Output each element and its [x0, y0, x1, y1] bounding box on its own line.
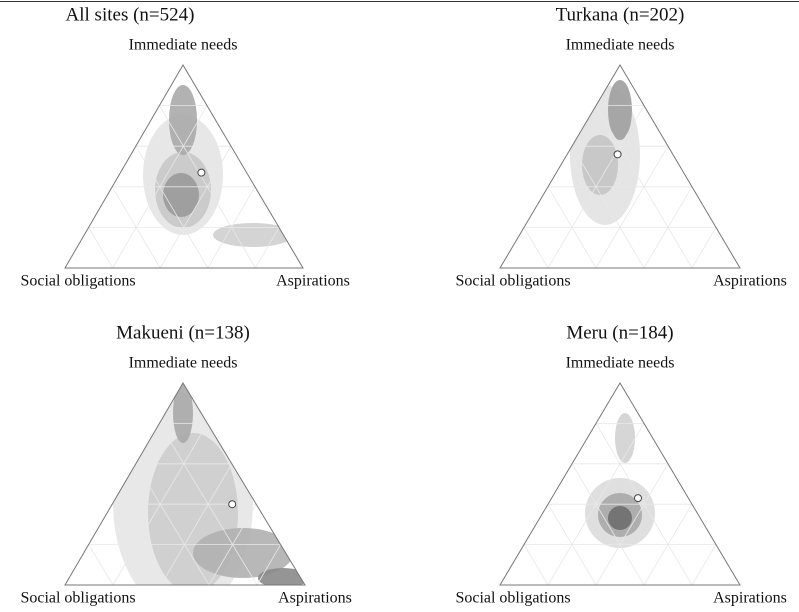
- panel-title: Turkana (n=202): [556, 4, 685, 25]
- grid-line: [643, 186, 693, 268]
- grid-line: [255, 227, 280, 268]
- grid-line: [547, 503, 597, 585]
- grid-line: [207, 186, 256, 268]
- grid-line: [523, 227, 549, 268]
- density: [615, 413, 635, 463]
- vertex-label: Immediate needs: [566, 37, 675, 54]
- grid-line: [208, 503, 257, 585]
- grid-line: [523, 544, 549, 585]
- grid-line: [111, 186, 161, 268]
- density: [582, 135, 618, 195]
- mean-point: [634, 494, 642, 503]
- grid-line: [691, 544, 717, 585]
- plot-area: [523, 413, 717, 585]
- density: [169, 85, 197, 155]
- density: [258, 568, 305, 585]
- grid-line: [256, 544, 281, 585]
- grid-line: [643, 503, 693, 585]
- grid-line: [159, 145, 232, 268]
- triangle: [64, 64, 304, 269]
- grid-line: [595, 145, 669, 268]
- vertex-label: Immediate needs: [129, 37, 238, 54]
- triangle: [499, 64, 741, 269]
- vertex-label: Immediate needs: [566, 355, 675, 372]
- vertex-label: Immediate needs: [129, 355, 238, 372]
- mean-point: [228, 500, 237, 509]
- grid-line: [595, 463, 669, 585]
- ternary-panel: All sites (n=524) Immediate needs Social o…: [20, 4, 349, 289]
- grid-line: [571, 145, 645, 268]
- vertex-label: Social obligations: [20, 590, 135, 607]
- grid-line: [691, 227, 717, 268]
- panel-title: Makueni (n=138): [116, 322, 250, 343]
- grid-line: [547, 186, 597, 268]
- grid-line: [135, 463, 210, 585]
- vertex-label: Social obligations: [455, 273, 570, 290]
- grid-line: [571, 463, 645, 585]
- density: [163, 173, 199, 217]
- ternary-panel: Turkana (n=202) Immediate needs Social obl…: [455, 4, 786, 289]
- grid-line: [135, 145, 209, 268]
- grid-line: [88, 227, 113, 268]
- plot-area: [88, 85, 293, 268]
- grid-line: [88, 544, 114, 585]
- mean-point: [197, 168, 206, 177]
- vertex-label: Social obligations: [455, 590, 570, 607]
- grid-line: [160, 463, 233, 585]
- plot-area: [88, 383, 305, 585]
- vertex-label: Aspirations: [276, 273, 350, 290]
- panel-title: All sites (n=524): [66, 4, 195, 25]
- vertex-label: Aspirations: [278, 590, 352, 607]
- panel-title: Meru (n=184): [566, 322, 673, 343]
- density: [608, 506, 632, 530]
- density: [213, 223, 293, 247]
- plot-area: [523, 80, 717, 268]
- density: [608, 80, 632, 140]
- grid-line: [111, 503, 162, 585]
- vertex-label: Aspirations: [713, 273, 787, 290]
- ternary-panel: Makueni (n=138) Immediate needs Social obl…: [20, 322, 352, 607]
- triangle: [64, 382, 306, 586]
- vertex-label: Social obligations: [20, 273, 135, 290]
- ternary-panel: Meru (n=184) Immediate needs Social obliga…: [455, 322, 786, 606]
- vertex-label: Aspirations: [713, 590, 787, 607]
- triangle: [499, 382, 741, 586]
- mean-point: [613, 150, 622, 159]
- density: [173, 383, 193, 443]
